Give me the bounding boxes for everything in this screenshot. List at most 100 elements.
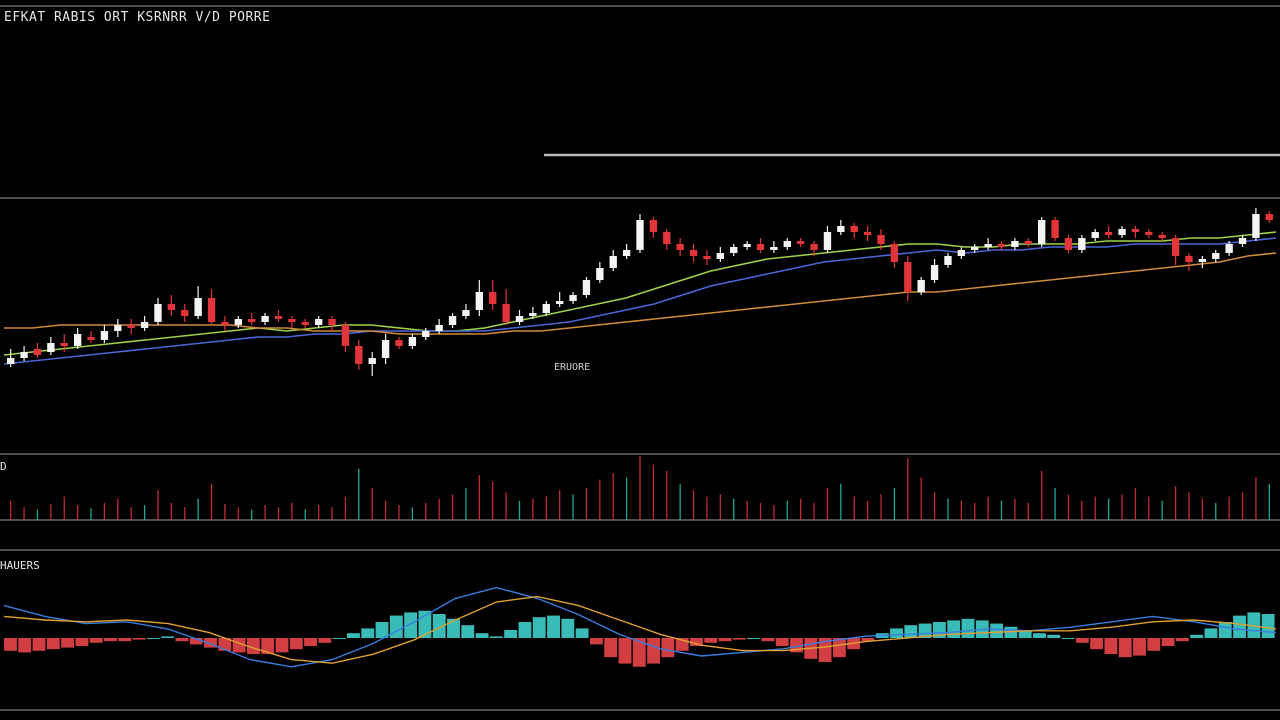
macd-histogram-bar [1104,638,1118,654]
macd-panel-label: HAUERS [0,559,40,572]
candle-body [569,295,577,301]
candle-body [127,325,135,328]
candle [890,241,899,268]
candle-body [221,322,229,325]
macd-histogram-bar [1118,638,1132,658]
candle [730,244,738,256]
candle-body [703,256,711,259]
candle [73,328,82,349]
candle-body [261,316,269,322]
candle-body [663,232,671,244]
macd-histogram-bar [1147,638,1161,651]
candle [756,238,765,253]
macd-histogram-bar [761,638,775,642]
macd-histogram-bar [604,638,618,658]
macd-histogram-bar [575,628,589,638]
candle-body [676,244,684,250]
candle-body [850,226,858,232]
candle [355,340,363,370]
candle [663,229,671,250]
candle [1145,229,1153,238]
candle-body [1198,259,1207,262]
candle-body [971,247,979,250]
macd-histogram-bar [146,638,160,639]
candle [783,238,791,250]
candle [489,280,497,310]
macd-histogram-bar [1204,628,1218,638]
candle [837,220,845,235]
macd-histogram-bar [904,625,918,638]
macd-histogram-bar [361,628,375,638]
candle [20,346,28,361]
candle [475,280,484,316]
candle [770,241,778,253]
candle-body [529,313,537,316]
macd-histogram-bar [661,638,675,658]
candle-body [716,253,725,259]
candle-body [1145,232,1153,235]
macd-histogram-bar [461,625,475,638]
candle-body [1252,214,1260,238]
macd-histogram-bar [89,638,103,643]
candle [60,334,68,352]
macd-histogram-bar [18,638,32,653]
macd-histogram-bar [318,638,332,643]
macd-histogram-bar [1175,638,1189,642]
macd-histogram-bar [561,618,575,638]
candle [234,316,242,328]
candle-body [1011,241,1019,247]
candle [87,331,95,343]
candle-body [609,256,617,268]
candle [622,244,631,259]
macd-histogram-bar [1161,638,1175,646]
candle-body [596,268,604,280]
candle-body [341,325,350,346]
candle-body [1064,238,1073,250]
macd-line [3,586,1277,668]
macd-histogram-bar [775,638,789,646]
chart-annotation: ERUORE [554,362,591,373]
candle [1024,238,1032,247]
macd-histogram-bar [1004,626,1018,638]
grid-lines [0,5,1280,711]
candle [140,316,149,331]
macd-histogram-bar [4,638,17,651]
candle [7,349,15,367]
macd-histogram-bar [690,638,703,646]
macd-signal-line [3,595,1277,664]
candle [1011,238,1019,250]
candle-body [47,343,55,352]
macd-histogram-bar [275,638,289,653]
candle [261,313,269,325]
candle [221,316,229,331]
macd-histogram-bar [632,638,646,667]
candle [555,292,564,307]
candle [716,247,725,262]
candle [944,253,952,268]
macd-histogram-bar [532,617,546,638]
candle [248,313,256,325]
macd-histogram-bar [1033,633,1046,638]
candle-body [863,232,872,235]
candle-body [7,358,15,364]
candle-body [930,265,939,280]
macd-histogram-bar [132,638,146,640]
candle [609,250,617,271]
candle [569,292,577,304]
candle [1265,211,1273,223]
candle-body [1051,220,1059,238]
candle [997,241,1006,250]
macd-histogram-bar [1061,638,1075,639]
candle-body [20,352,28,358]
candle [47,337,55,355]
candle [341,322,350,352]
candle [381,334,390,364]
candle [314,316,323,328]
candle-body [1078,238,1086,250]
candle-body [33,349,42,355]
candle-body [73,334,82,346]
candle [328,316,336,331]
candle-body [1038,220,1046,244]
candle-body [248,319,256,322]
macd-histogram-bar [104,638,117,642]
